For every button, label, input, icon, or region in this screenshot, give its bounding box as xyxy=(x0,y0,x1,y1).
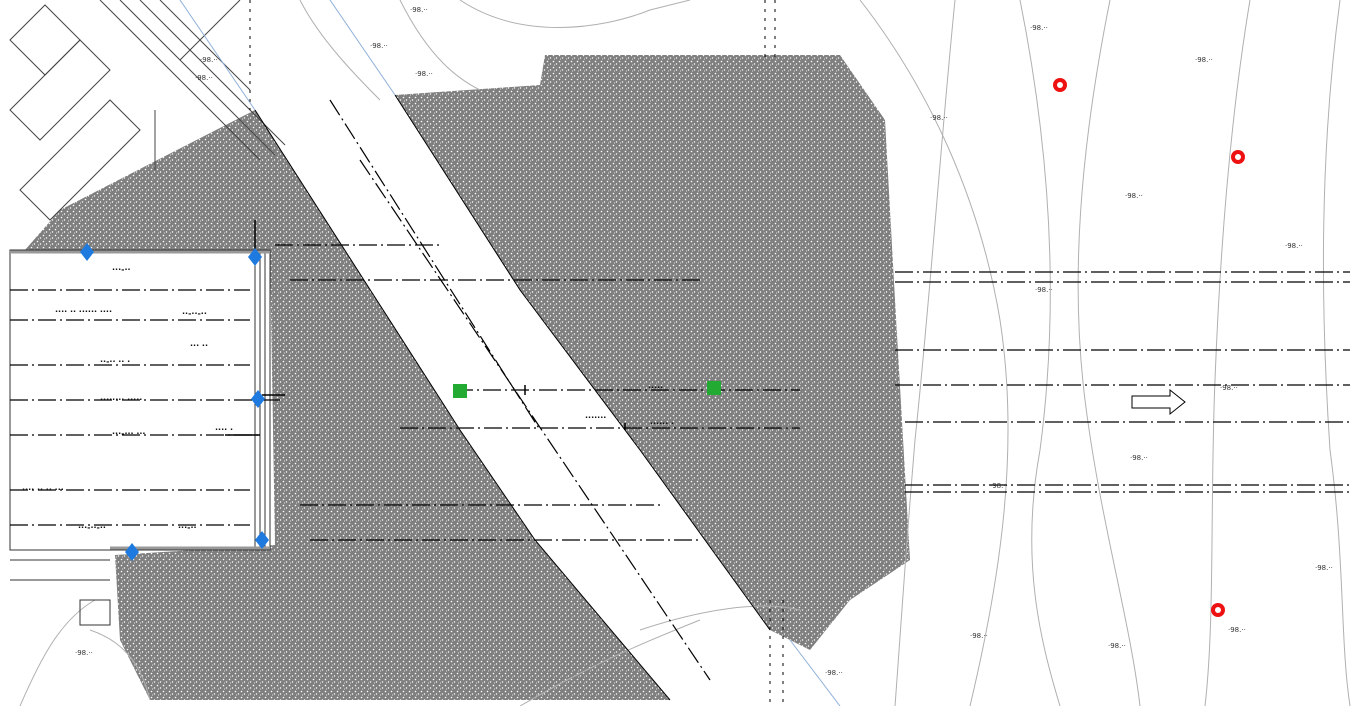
elevation-labels: ·98.·· ·98.·· ·98.·· ·98.·· ·98.·· ·98.·· ·98.… xyxy=(75,6,1333,677)
elevation-label: ·98.·· xyxy=(1220,384,1238,392)
blue-diamond-marker-icon[interactable] xyxy=(80,243,94,261)
red-circle-marker-icon[interactable] xyxy=(1231,150,1245,164)
elevation-label: ·98.·· xyxy=(1195,56,1213,64)
elevation-label: ·98.·· xyxy=(990,482,1008,490)
blue-diamond-marker-icon[interactable] xyxy=(248,248,262,266)
hatched-area-left xyxy=(25,110,670,700)
annotation-label: ···· · xyxy=(215,425,233,434)
annotation-label: ···-·· xyxy=(178,523,197,532)
elevation-label: ·98.·· xyxy=(1030,24,1048,32)
annotation-label: ···-·· xyxy=(112,265,131,274)
annotation-label: ···· ·· ·· ··· xyxy=(22,485,64,494)
grip-markers xyxy=(453,381,721,398)
contour-lines xyxy=(19,0,1351,707)
blue-diamond-marker-icon[interactable] xyxy=(125,543,139,561)
elevation-label: ·98.·· xyxy=(415,70,433,78)
elevation-label: ·98.·· xyxy=(75,649,93,657)
annotation-labels: ···-·· ···· ·· ······ ···· ··-··-·· ··· ·· ·… xyxy=(22,265,674,532)
annotation-label: ······ · xyxy=(650,419,674,428)
annotation-label: ···-··-·· xyxy=(78,523,106,532)
blue-diamond-marker-icon[interactable] xyxy=(251,390,265,408)
annotation-label: ····· xyxy=(648,383,663,392)
elevation-label: ·98.·· xyxy=(930,114,948,122)
hatched-fill-areas xyxy=(25,55,910,700)
elevation-label: ·98.·· xyxy=(1035,286,1053,294)
structure-outlines xyxy=(254,94,771,701)
elevation-label: ·98.·· xyxy=(1228,626,1246,634)
grid-lines xyxy=(249,0,784,706)
dashdot-lines xyxy=(10,99,1350,681)
elevation-label: ·98.·· xyxy=(1315,564,1333,572)
annotation-label: ······· xyxy=(585,413,606,422)
annotation-label: ···-··· ··· xyxy=(112,429,145,438)
elevation-label: ·98.·· xyxy=(1125,192,1143,200)
annotation-label: ···· ·· ······ ···· xyxy=(55,307,112,316)
green-square-grip-icon[interactable] xyxy=(707,381,721,395)
elevation-label: ·98.·· xyxy=(1130,454,1148,462)
elevation-label: ·98.·· xyxy=(200,56,218,64)
red-circle-marker-icon[interactable] xyxy=(1211,603,1225,617)
red-circle-marker-icon[interactable] xyxy=(1053,78,1067,92)
elevation-label: ·98.·· xyxy=(1285,242,1303,250)
elevation-label: ·98.·· xyxy=(195,74,213,82)
blue-diamond-marker-icon[interactable] xyxy=(255,531,269,549)
vertex-markers xyxy=(80,243,269,561)
elevation-label: ·98.·· xyxy=(370,42,388,50)
annotation-label: ········ ····· xyxy=(100,395,142,404)
elevation-label: ·98.·· xyxy=(1108,642,1126,650)
direction-arrow-icon xyxy=(1131,388,1186,416)
elevation-label: ·98.·· xyxy=(970,632,988,640)
hatched-area-right xyxy=(395,55,910,650)
building-outlines xyxy=(9,0,286,221)
annotation-label: ··-··-·· xyxy=(182,309,207,318)
green-square-grip-icon[interactable] xyxy=(453,384,467,398)
elevation-label: ·98.·· xyxy=(410,6,428,14)
benchmark-markers xyxy=(1053,78,1245,617)
construction-lines xyxy=(179,0,841,707)
annotation-label: ··· ·· xyxy=(190,341,208,350)
section-ticks xyxy=(225,220,626,436)
elevation-label: ·98.·· xyxy=(825,669,843,677)
annotation-label: ··-·· ·· · xyxy=(100,357,130,366)
